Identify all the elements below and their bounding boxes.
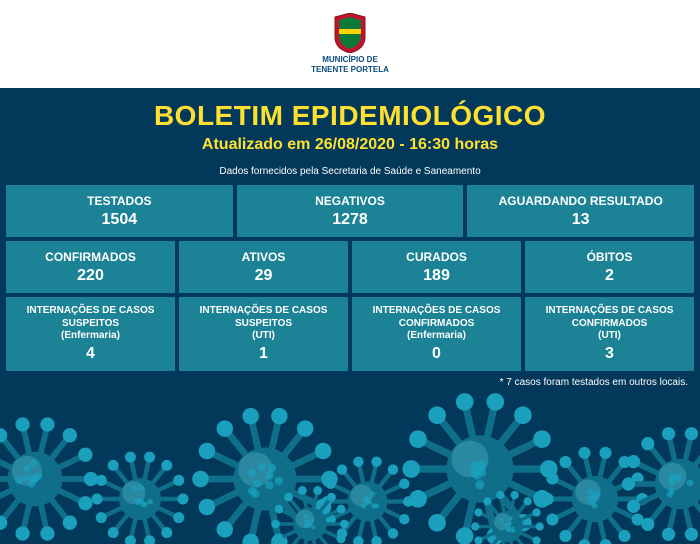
stat-label: CONFIRMADOS — [10, 250, 171, 265]
stat-value: 0 — [356, 345, 517, 363]
bulletin-page: MUNICÍPIO DE TENENTE PORTELA BOLETIM EPI… — [0, 0, 700, 544]
stat-sublabel: (Enfermaria) — [356, 330, 517, 343]
stat-negativos: NEGATIVOS 1278 — [237, 185, 464, 237]
stat-label: TESTADOS — [10, 194, 229, 209]
data-source: Dados fornecidos pela Secretaria de Saúd… — [0, 166, 700, 177]
stat-value: 29 — [183, 267, 344, 285]
stat-sublabel: (UTI) — [529, 330, 690, 343]
virus-decoration — [0, 394, 700, 544]
municipality-name: MUNICÍPIO DE TENENTE PORTELA — [311, 55, 389, 74]
stat-label: CURADOS — [356, 250, 517, 265]
stat-value: 189 — [356, 267, 517, 285]
stat-sublabel: (Enfermaria) — [10, 330, 171, 343]
stat-label: INTERNAÇÕES DE CASOS SUSPEITOS — [183, 305, 344, 330]
stat-label: NEGATIVOS — [241, 194, 460, 209]
stat-aguardando: AGUARDANDO RESULTADO 13 — [467, 185, 694, 237]
stats-grid: TESTADOS 1504 NEGATIVOS 1278 AGUARDANDO RE… — [0, 185, 700, 371]
stat-confirmados: CONFIRMADOS 220 — [6, 241, 175, 293]
stat-value: 1278 — [241, 211, 460, 229]
title-block: BOLETIM EPIDEMIOLÓGICO Atualizado em 26/… — [0, 88, 700, 160]
virus-icon — [90, 449, 190, 544]
virus-icon — [190, 404, 340, 544]
stat-label: AGUARDANDO RESULTADO — [471, 194, 690, 209]
stat-testados: TESTADOS 1504 — [6, 185, 233, 237]
stat-int-susp-enf: INTERNAÇÕES DE CASOS SUSPEITOS(Enfermari… — [6, 297, 175, 371]
virus-icon — [0, 414, 100, 544]
muni-line1: MUNICÍPIO DE — [311, 55, 389, 65]
stat-value: 220 — [10, 267, 171, 285]
stat-label: INTERNAÇÕES DE CASOS CONFIRMADOS — [529, 305, 690, 330]
stats-row: INTERNAÇÕES DE CASOS SUSPEITOS(Enfermari… — [6, 297, 694, 371]
stat-label: ATIVOS — [183, 250, 344, 265]
stat-value: 1504 — [10, 211, 229, 229]
virus-icon — [400, 389, 560, 544]
virus-icon — [620, 424, 700, 544]
virus-icon — [270, 484, 350, 544]
page-subtitle: Atualizado em 26/08/2020 - 16:30 horas — [0, 136, 700, 154]
municipal-crest-icon — [333, 13, 367, 53]
page-title: BOLETIM EPIDEMIOLÓGICO — [0, 100, 700, 132]
stats-row: CONFIRMADOS 220 ATIVOS 29 CURADOS 189 ÓBITO… — [6, 241, 694, 293]
stat-int-conf-uti: INTERNAÇÕES DE CASOS CONFIRMADOS(UTI) 3 — [525, 297, 694, 371]
stat-value: 3 — [529, 345, 690, 363]
stat-sublabel: (UTI) — [183, 330, 344, 343]
virus-icon — [540, 444, 650, 544]
footnote: * 7 casos foram testados em outros locai… — [0, 371, 700, 388]
stat-curados: CURADOS 189 — [352, 241, 521, 293]
virus-icon — [320, 454, 415, 544]
stat-int-susp-uti: INTERNAÇÕES DE CASOS SUSPEITOS(UTI) 1 — [179, 297, 348, 371]
stat-label: INTERNAÇÕES DE CASOS SUSPEITOS — [10, 305, 171, 330]
stat-label: ÓBITOS — [529, 250, 690, 265]
stat-value: 4 — [10, 345, 171, 363]
stat-value: 1 — [183, 345, 344, 363]
stat-ativos: ATIVOS 29 — [179, 241, 348, 293]
stats-row: TESTADOS 1504 NEGATIVOS 1278 AGUARDANDO RE… — [6, 185, 694, 237]
stat-int-conf-enf: INTERNAÇÕES DE CASOS CONFIRMADOS(Enferma… — [352, 297, 521, 371]
stat-label: INTERNAÇÕES DE CASOS CONFIRMADOS — [356, 305, 517, 330]
stat-value: 13 — [471, 211, 690, 229]
stat-value: 2 — [529, 267, 690, 285]
header: MUNICÍPIO DE TENENTE PORTELA — [0, 0, 700, 88]
muni-line2: TENENTE PORTELA — [311, 65, 389, 75]
stat-obitos: ÓBITOS 2 — [525, 241, 694, 293]
virus-icon — [470, 489, 545, 544]
